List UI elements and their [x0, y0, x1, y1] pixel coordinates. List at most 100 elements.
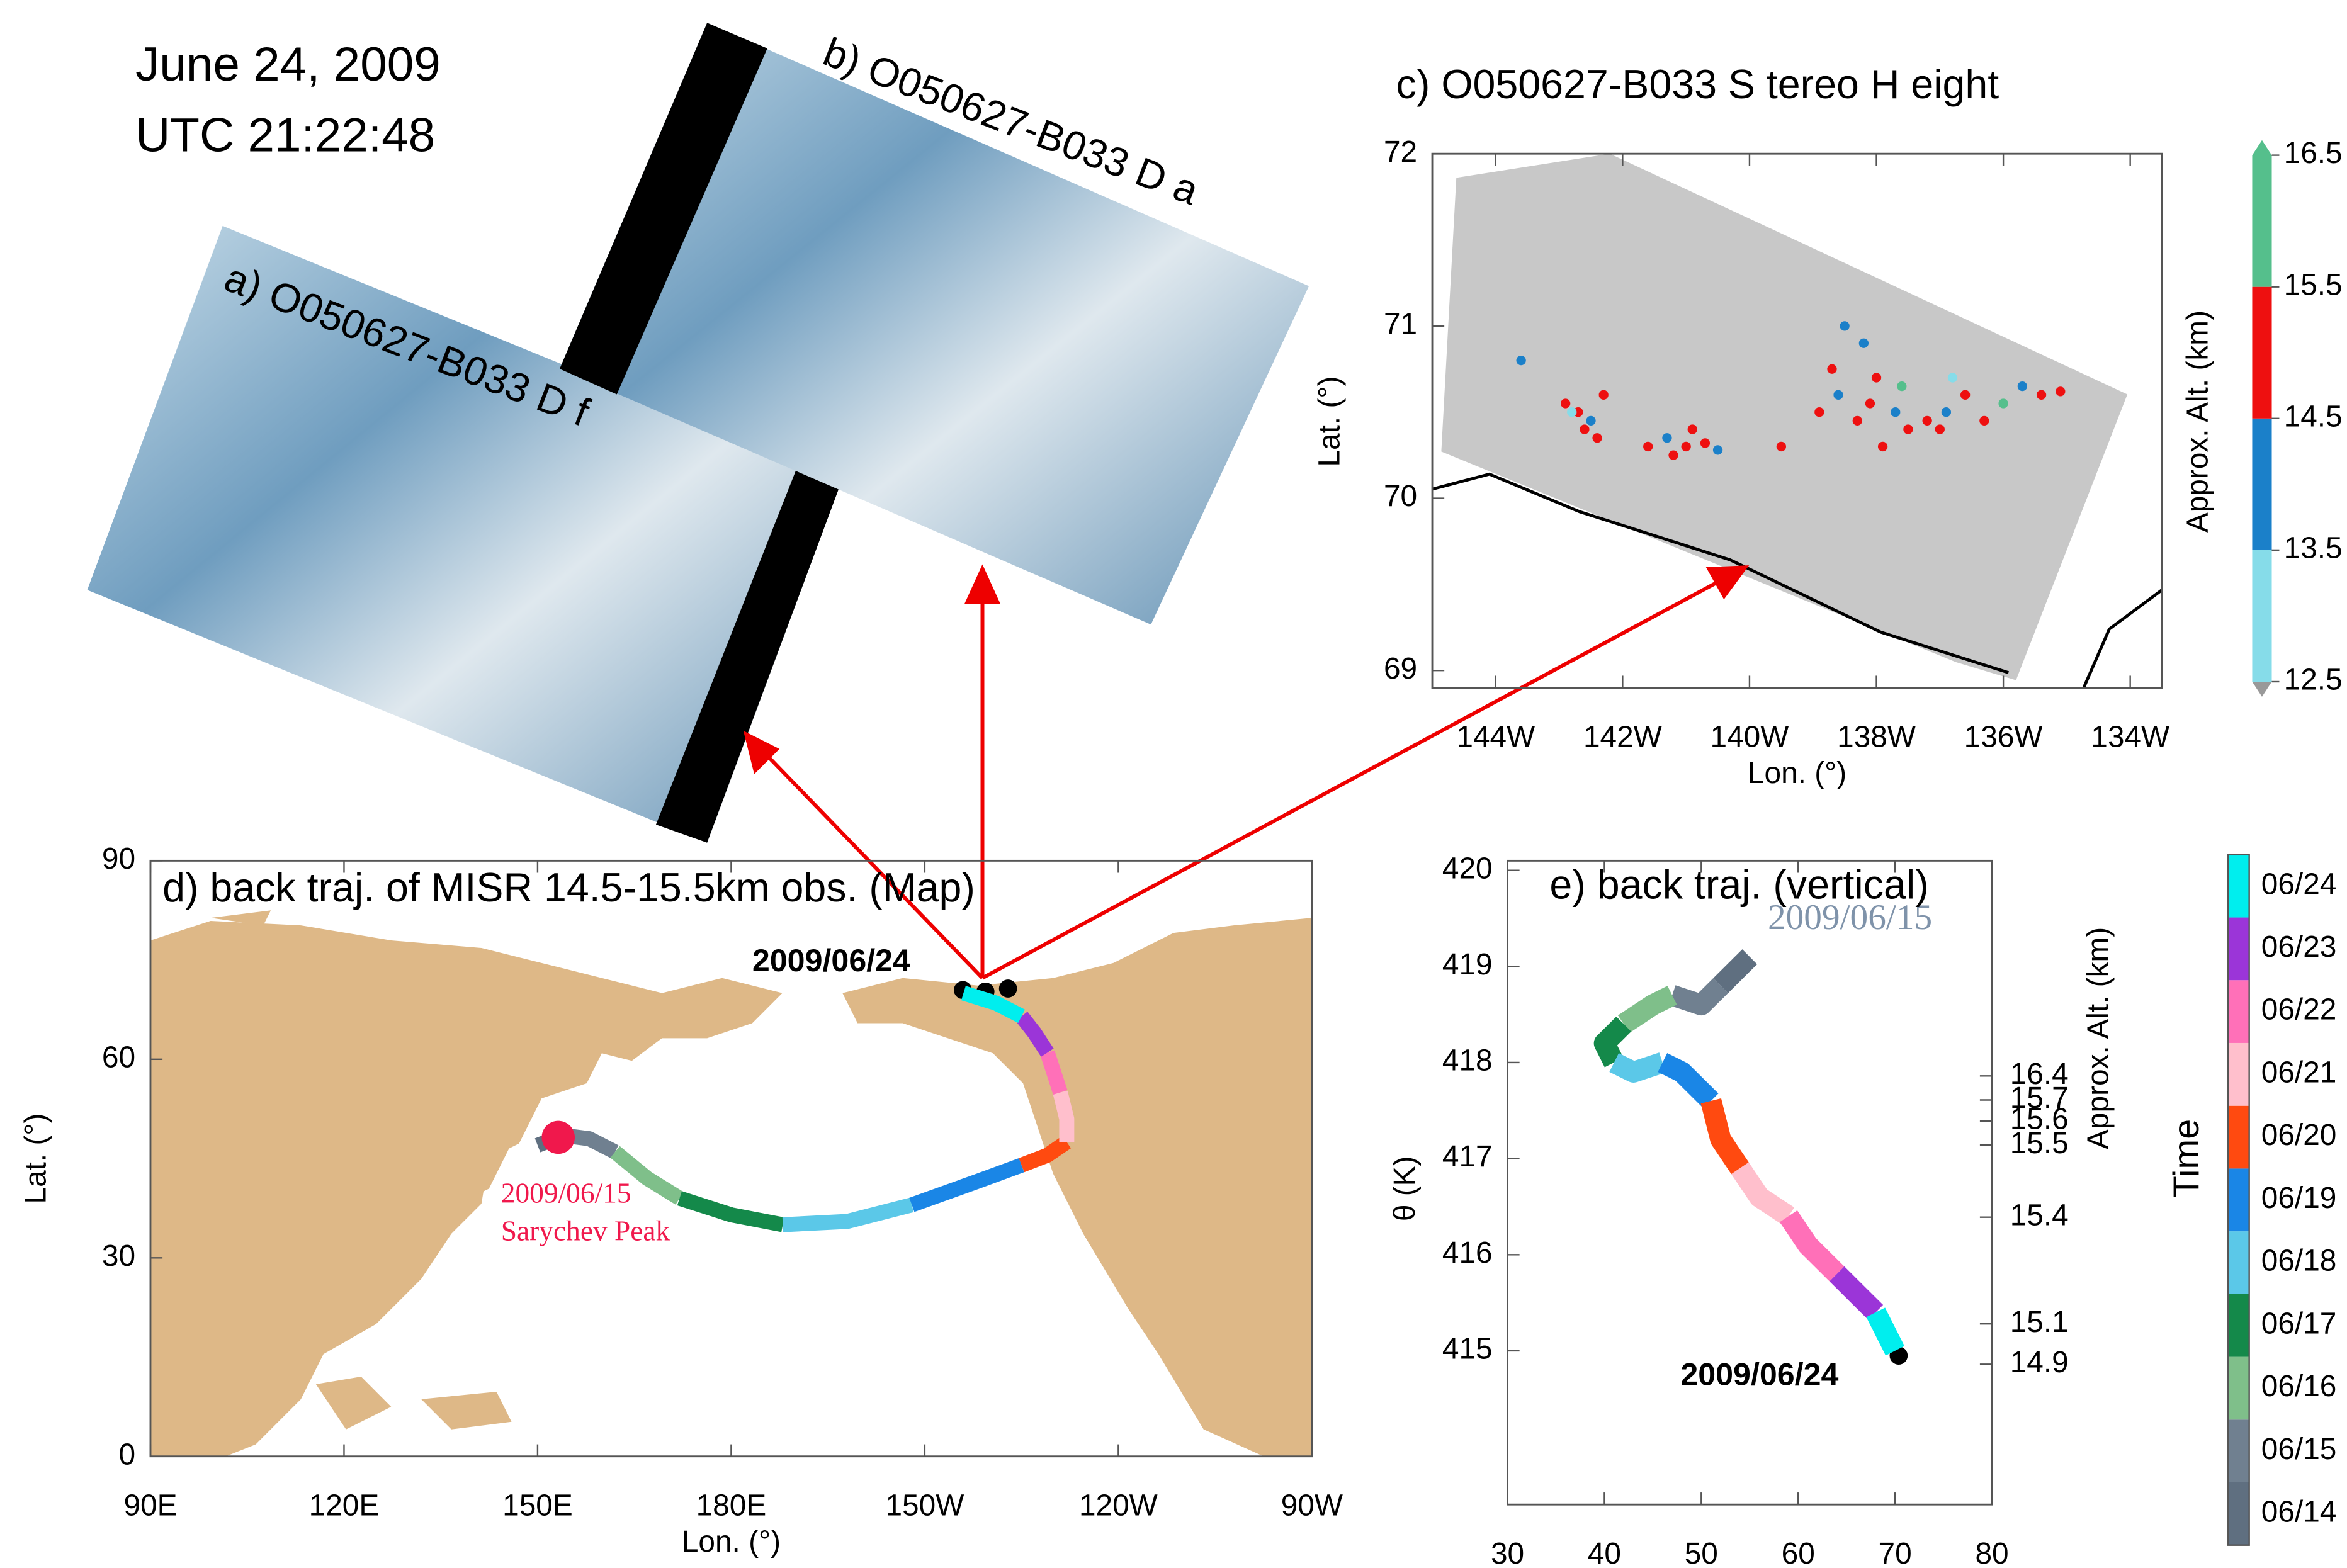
- trajectory: [1040, 1050, 1068, 1095]
- trajectory: [677, 1191, 784, 1232]
- x-tick-label: 150E: [502, 1489, 573, 1523]
- height-point: [1668, 450, 1678, 460]
- legend-swatch: [2228, 854, 2249, 918]
- height-point: [1662, 433, 1672, 443]
- y-tick-label: 419: [1442, 948, 1493, 981]
- x-tick-label: 180E: [696, 1489, 767, 1523]
- y2-tick-label: 15.6: [2010, 1103, 2069, 1136]
- x-tick-label: 60: [1782, 1537, 1815, 1568]
- height-point: [1877, 441, 1888, 452]
- y2-tick-label: 15.1: [2010, 1306, 2069, 1339]
- stereo-swath: [1432, 154, 2163, 689]
- colorbar-segment: [2252, 155, 2272, 287]
- y2-tick-label: 16.4: [2010, 1058, 2069, 1091]
- height-point: [1840, 321, 1850, 331]
- chart-title: c) O050627-B033 S tereo H eight: [1396, 62, 1999, 107]
- legend-label: 06/15: [2261, 1433, 2337, 1466]
- colorbar-end: [2252, 140, 2272, 155]
- height-point: [1516, 355, 1526, 366]
- height-point: [1941, 407, 1952, 417]
- trajectory: [1015, 1012, 1054, 1057]
- height-point: [1998, 398, 2008, 409]
- x-tick-label: 120E: [309, 1489, 380, 1523]
- trajectory: [1593, 1017, 1631, 1068]
- trajectory: [1713, 949, 1758, 993]
- legend-swatch: [2228, 1042, 2249, 1106]
- colorbar-end: [2252, 681, 2272, 697]
- legend-label: 06/19: [2261, 1182, 2337, 1215]
- height-point: [1922, 415, 1932, 426]
- height-point: [1891, 407, 1901, 417]
- height-point: [1592, 433, 1602, 443]
- x-tick-label: 136W: [1964, 720, 2043, 753]
- x-tick-label: 70: [1879, 1537, 1912, 1568]
- trajectory: [961, 986, 1026, 1024]
- trajectory: [610, 1146, 684, 1205]
- trajectory: [1668, 978, 1728, 1016]
- plot-frame: [1431, 152, 2163, 689]
- y-tick-label: 60: [102, 1041, 135, 1074]
- legend-swatch: [2228, 1294, 2249, 1357]
- x-tick-label: 80: [1975, 1537, 2008, 1568]
- height-point: [1935, 424, 1945, 434]
- height-point: [2036, 390, 2047, 400]
- legend-swatch: [2228, 1482, 2249, 1545]
- legend-swatch: [2228, 1105, 2249, 1169]
- legend-label: 06/21: [2261, 1056, 2337, 1089]
- y-tick-label: 417: [1442, 1140, 1493, 1173]
- colorbar-tick-label: 13.5: [2284, 532, 2343, 565]
- satellite-image: [559, 23, 1309, 625]
- legend-label: 06/17: [2261, 1307, 2337, 1340]
- satellite-image: [87, 225, 843, 843]
- colorbar-tick-label: 16.5: [2284, 137, 2343, 170]
- y-tick-label: 0: [118, 1438, 135, 1471]
- x-axis-label: Lon. (°): [682, 1525, 781, 1559]
- trajectory: [1019, 1136, 1072, 1173]
- x-tick-label: 150W: [885, 1489, 964, 1523]
- x-tick-label: 140W: [1711, 720, 1789, 753]
- land: [150, 910, 1312, 1457]
- arrows: [743, 564, 1750, 980]
- plot-frame: [1507, 859, 1993, 1506]
- height-point: [1712, 445, 1723, 455]
- legend-swatch: [2228, 1168, 2249, 1232]
- x-tick-label: 138W: [1837, 720, 1916, 753]
- image-a: [87, 225, 843, 843]
- trajectory: [1731, 1162, 1795, 1226]
- y-tick-label: 30: [102, 1239, 135, 1273]
- legend-title: Time: [2166, 1119, 2207, 1198]
- arrow-head: [964, 564, 1001, 604]
- annotation: Sarychev Peak: [501, 1215, 670, 1246]
- y2-tick-label: 15.4: [2010, 1199, 2069, 1232]
- trajectory: [909, 1158, 1024, 1212]
- x-tick-label: 120W: [1079, 1489, 1158, 1523]
- arrow-head: [743, 731, 780, 774]
- no-data-band: [655, 466, 843, 843]
- swath: [1441, 154, 2128, 680]
- arrow-line: [758, 577, 1724, 980]
- arrow-head: [1705, 565, 1750, 600]
- annotation: 2009/06/15: [1768, 898, 1932, 937]
- height-point: [1827, 364, 1837, 374]
- annotation: 2009/06/24: [1680, 1356, 1838, 1392]
- trajectory: [1053, 1090, 1075, 1142]
- height-point: [1960, 390, 1971, 400]
- y2-tick-label: 14.9: [2010, 1346, 2069, 1379]
- y-tick-label: 90: [102, 842, 135, 876]
- legend-swatch: [2228, 1419, 2249, 1482]
- x-tick-label: 142W: [1583, 720, 1662, 753]
- trajectory: [1700, 1098, 1749, 1175]
- height-point: [1865, 398, 1875, 409]
- trajectory: [1866, 1307, 1905, 1356]
- trajectory: [1779, 1210, 1845, 1282]
- legend-swatch: [2228, 1231, 2249, 1294]
- height-point: [1897, 381, 1907, 392]
- legend-label: 06/20: [2261, 1119, 2337, 1152]
- height-point: [1643, 441, 1653, 452]
- y-axis-label: Lat. (°): [1313, 376, 1347, 467]
- height-point: [1598, 390, 1609, 400]
- y2-tick-label: 15.7: [2010, 1081, 2069, 1115]
- y-tick-label: 72: [1384, 135, 1417, 169]
